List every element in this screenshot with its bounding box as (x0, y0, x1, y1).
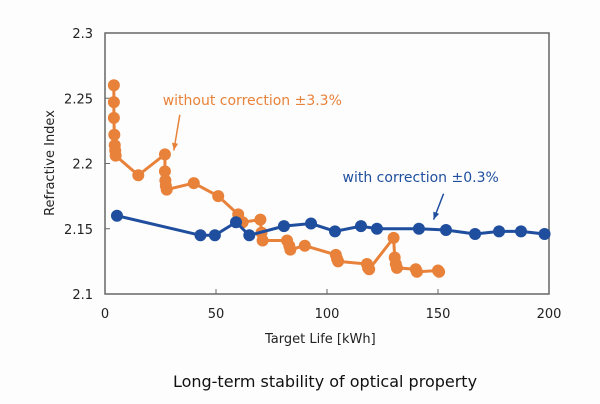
without-correction-point (109, 149, 122, 162)
plot-area (104, 32, 550, 295)
without-correction-point (187, 177, 200, 190)
with-correction-point (439, 224, 452, 237)
y-tick-label: 2.15 (64, 223, 93, 238)
y-tick-label: 2.1 (72, 288, 93, 303)
without-correction-point (387, 231, 400, 244)
without-correction-point (433, 265, 446, 278)
x-tick-label: 50 (208, 307, 225, 322)
without-correction-point (212, 190, 225, 203)
without-correction-point (363, 263, 376, 276)
with-correction-point (412, 222, 425, 235)
with-correction-point (194, 229, 207, 242)
y-tick-label: 2.25 (64, 92, 93, 107)
without-correction-point (284, 243, 297, 256)
with-correction-point (229, 216, 242, 229)
with-correction-point (493, 225, 506, 238)
chart-title: Long-term stability of optical property (173, 372, 477, 391)
without-correction-point (158, 165, 171, 178)
arrow-head-icon (171, 142, 179, 151)
with-correction-point (354, 220, 367, 233)
arrow-head-icon (433, 211, 440, 220)
y-tick-label: 2.3 (72, 27, 93, 42)
y-tick-label: 2.2 (72, 158, 93, 173)
without-correction-point (298, 239, 311, 252)
with-correction-point (305, 217, 318, 230)
x-axis-label: Target Life [kWh] (264, 332, 376, 347)
without-correction-point (107, 96, 120, 109)
without-correction-point (390, 261, 403, 274)
without-correction-point (107, 111, 120, 124)
with-correction-line (116, 214, 545, 237)
annotation-label: with correction ±0.3% (343, 170, 499, 186)
with-correction-point (469, 227, 482, 240)
y-axis-label: Refractive Index (43, 110, 58, 216)
x-tick-label: 100 (315, 307, 340, 322)
without-correction-point (256, 234, 269, 247)
annotation-label: without correction ±3.3% (163, 93, 342, 109)
with-correction-point (208, 229, 221, 242)
with-correction-point (370, 222, 383, 235)
without-correction-point (108, 128, 121, 141)
without-correction-point (132, 169, 145, 182)
x-tick-label: 200 (537, 307, 562, 322)
with-correction-point (538, 227, 551, 240)
x-tick-label: 150 (426, 307, 451, 322)
without-correction-point (107, 79, 120, 92)
with-correction-point (277, 220, 290, 233)
x-tick-label: 0 (101, 307, 109, 322)
with-correction-point (328, 225, 341, 238)
without-correction-point (158, 148, 171, 161)
with-correction-point (110, 209, 123, 222)
without-correction-point (254, 213, 267, 226)
with-correction-point (515, 225, 528, 238)
without-correction-point (160, 183, 173, 196)
without-correction-point (410, 265, 423, 278)
with-correction-point (243, 229, 256, 242)
without-correction-point (332, 255, 345, 268)
